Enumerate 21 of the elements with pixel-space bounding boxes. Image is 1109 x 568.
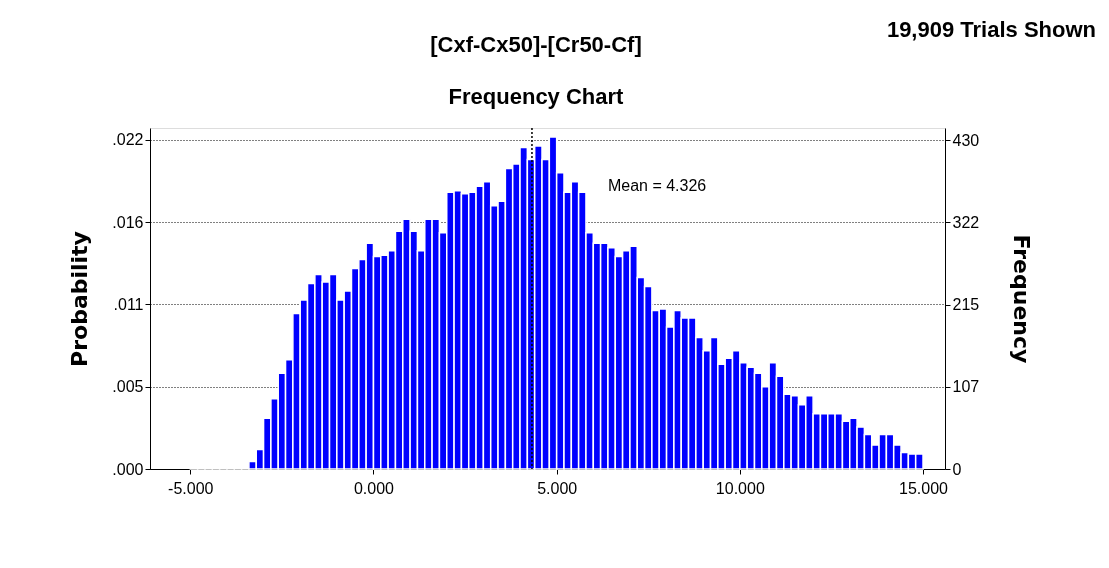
x-tick-label: 15.000 [899, 479, 949, 497]
chart-title: [Cxf-Cx50]-[Cr50-Cf] [430, 32, 642, 57]
ref-line-label: Mean = 4.326 [607, 177, 707, 194]
y2-tick-label: 322 [952, 213, 980, 231]
x-tick-label: 5.000 [537, 479, 578, 497]
x-tick-label: -5.000 [168, 479, 214, 497]
chart-subtitle: Frequency Chart [448, 84, 625, 109]
y2-tick-label: 430 [952, 131, 980, 149]
y-axis-title: Probability [67, 231, 93, 367]
y-tick-label: .005 [112, 378, 144, 396]
y-tick-label: .000 [112, 460, 144, 478]
y2-tick-label: 0 [952, 460, 962, 478]
y2-axis-title: Frequency [1009, 234, 1035, 364]
y-tick-label: .016 [112, 213, 144, 231]
y2-tick-label: 215 [952, 296, 980, 314]
y2-tick-label: 107 [952, 378, 980, 396]
x-tick-label: 0.000 [353, 479, 395, 497]
y-tick-label: .011 [113, 295, 144, 313]
y-tick-label: .022 [112, 131, 144, 149]
text: 19,909 Trials Shown [886, 17, 1096, 42]
x-tick-label: 10.000 [715, 479, 765, 497]
